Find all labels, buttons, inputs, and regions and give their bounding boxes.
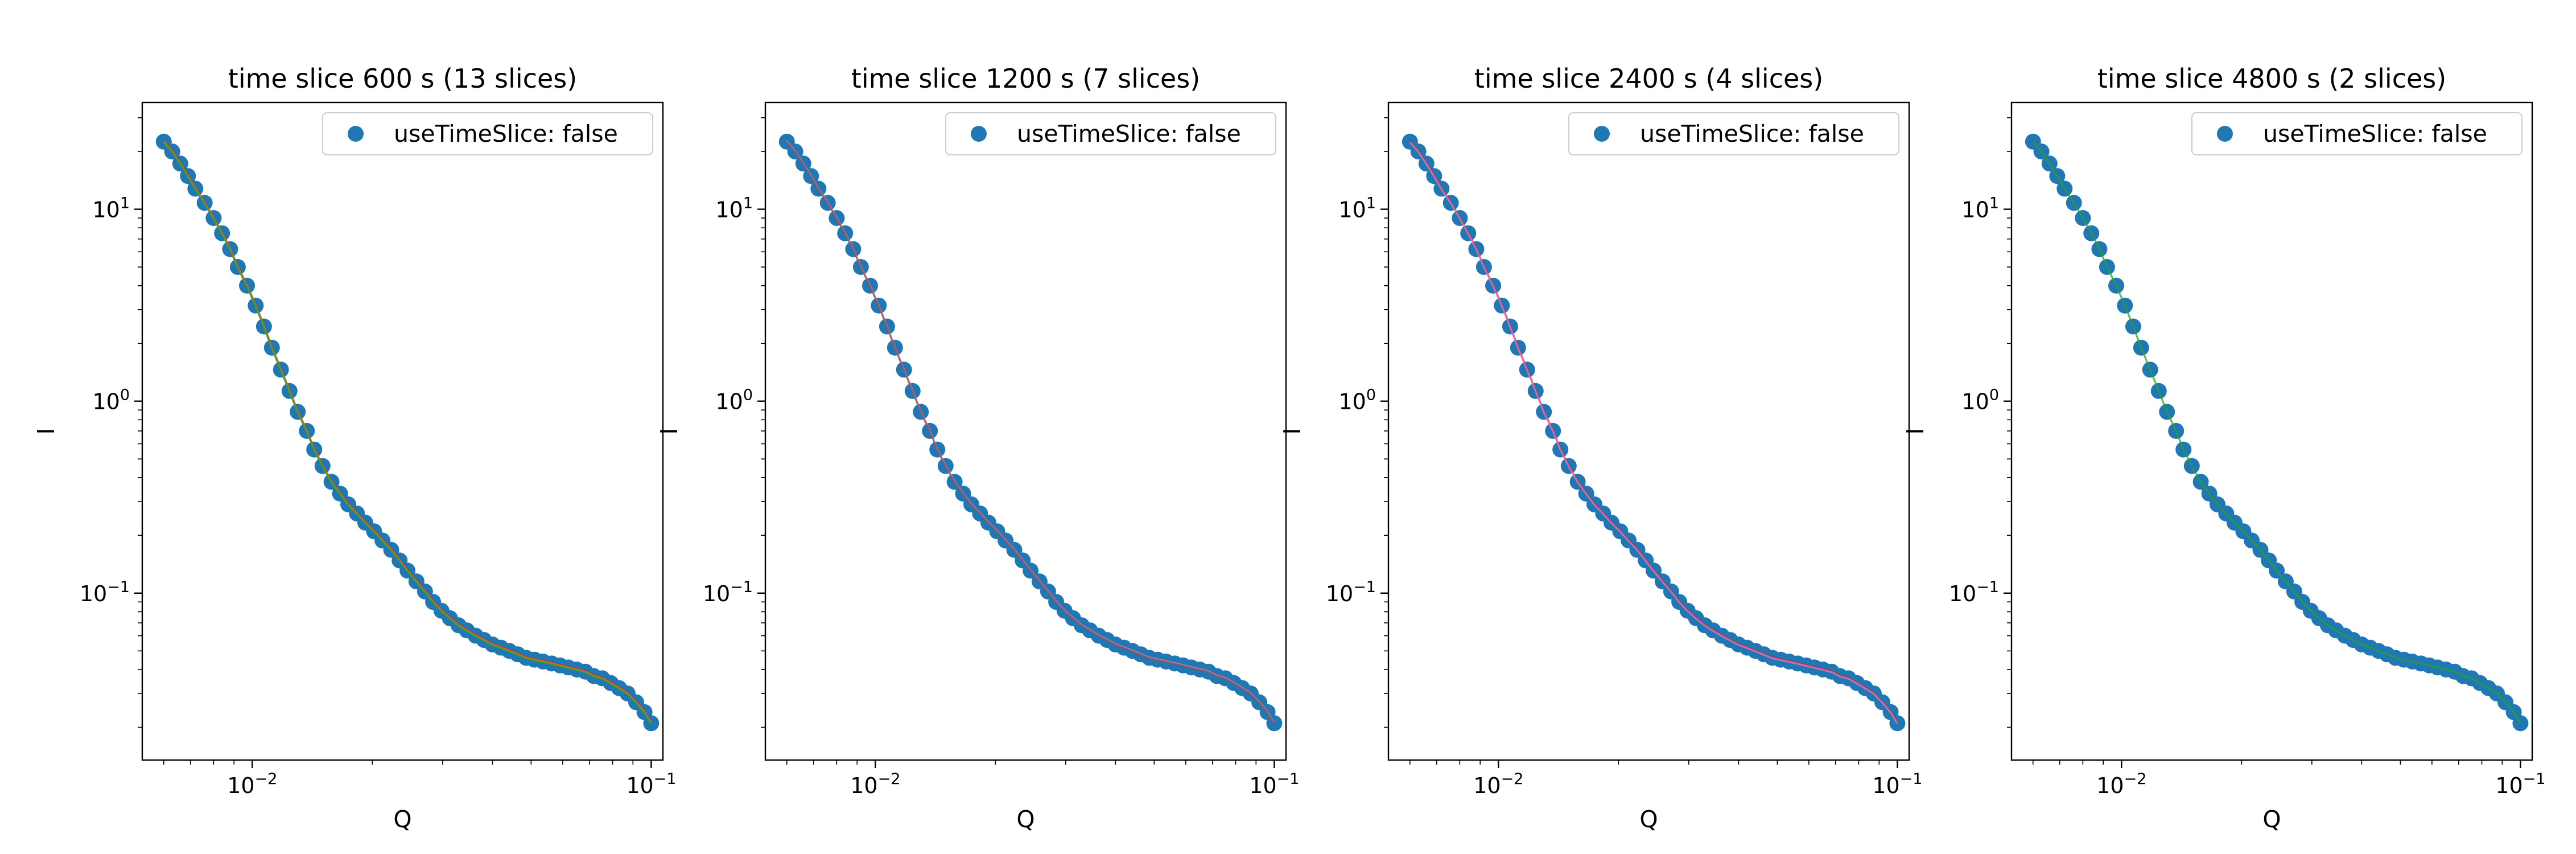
chart-title: time slice 600 s (13 slices): [228, 63, 577, 94]
chart-title: time slice 2400 s (4 slices): [1474, 63, 1823, 94]
x-tick-label: 10−1: [1872, 770, 1922, 798]
legend-marker: [1594, 126, 1610, 142]
overlay-line: [1409, 141, 1898, 724]
legend: useTimeSlice: false: [945, 112, 1276, 155]
y-tick-label: 10−1: [703, 578, 753, 606]
y-axis-label: I: [1902, 428, 1929, 434]
x-axis-label: Q: [1639, 806, 1658, 833]
y-axis-label: I: [1279, 428, 1306, 434]
legend-box: [1568, 112, 1899, 155]
legend-label: useTimeSlice: false: [1640, 120, 1864, 147]
overlay-line: [2032, 141, 2521, 724]
x-axis-label: Q: [1016, 806, 1034, 833]
chart-title: time slice 1200 s (7 slices): [851, 63, 1200, 94]
overlay-line: [163, 142, 652, 725]
x-tick-label: 10−1: [1249, 770, 1299, 798]
x-tick-label: 10−2: [227, 770, 277, 798]
x-tick-label: 10−1: [2495, 770, 2545, 798]
chart-panel-2: time slice 1200 s (7 slices) 10−2 10−1 10−1…: [656, 63, 1299, 833]
y-tick-label: 101: [1961, 195, 1999, 223]
legend: useTimeSlice: false: [322, 112, 653, 155]
legend-label: useTimeSlice: false: [394, 120, 618, 147]
y-tick-label: 101: [1338, 195, 1376, 223]
x-tick-label: 10−2: [850, 770, 900, 798]
legend-box: [945, 112, 1276, 155]
legend-marker: [2217, 126, 2233, 142]
legend-label: useTimeSlice: false: [2263, 120, 2487, 147]
y-tick-label: 101: [715, 195, 753, 223]
y-tick-label: 10−1: [1949, 578, 1999, 606]
y-tick-label: 100: [1961, 387, 1999, 414]
x-tick-label: 10−1: [626, 770, 676, 798]
y-tick-label: 100: [1338, 387, 1376, 414]
x-axis-label: Q: [2262, 806, 2281, 833]
y-tick-label: 10−1: [80, 578, 130, 606]
legend-marker: [348, 126, 364, 142]
y-axis-label: I: [32, 428, 60, 434]
x-tick-label: 10−2: [1473, 770, 1523, 798]
x-axis-label: Q: [393, 806, 411, 833]
legend: useTimeSlice: false: [1568, 112, 1899, 155]
legend-label: useTimeSlice: false: [1017, 120, 1241, 147]
legend: useTimeSlice: false: [2191, 112, 2523, 155]
x-tick-label: 10−2: [2096, 770, 2146, 798]
chart-panel-1: time slice 600 s (13 slices) 10−2 10−1 10−1…: [32, 63, 676, 833]
y-tick-label: 101: [92, 195, 130, 223]
y-tick-label: 100: [92, 387, 130, 414]
overlay-line: [786, 141, 1275, 724]
legend-box: [2191, 112, 2523, 155]
chart-title: time slice 4800 s (2 slices): [2097, 63, 2446, 94]
y-tick-label: 100: [715, 387, 753, 414]
y-axis-label: I: [656, 428, 683, 434]
legend-box: [322, 112, 653, 155]
chart-panel-3: time slice 2400 s (4 slices) 10−2 10−1 10−1…: [1279, 63, 1922, 833]
chart-panel-4: time slice 4800 s (2 slices) 10−2 10−1 10−1…: [1902, 63, 2545, 833]
legend-marker: [971, 126, 987, 142]
y-tick-label: 10−1: [1326, 578, 1376, 606]
